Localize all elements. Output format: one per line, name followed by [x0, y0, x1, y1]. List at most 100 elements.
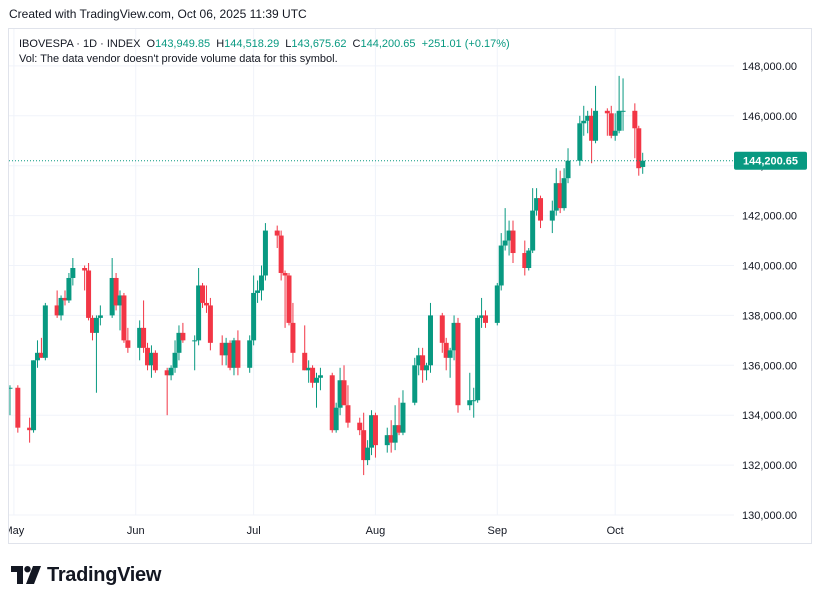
change-value: +251.01 (+0.17%): [421, 38, 510, 50]
candle-body-down: [538, 198, 544, 221]
candle-body-up: [416, 355, 422, 366]
candle-body-up: [93, 317, 99, 333]
candle-body-down: [357, 422, 363, 431]
candle-body-up: [251, 292, 257, 341]
candle-body-down: [589, 115, 595, 141]
candle-body-down: [203, 302, 209, 306]
low-value: 143,675.62: [291, 38, 347, 50]
x-tick-label: Jun: [127, 525, 145, 537]
candle-body-down: [604, 110, 610, 114]
candle-body-up: [640, 160, 646, 167]
candle-body-down: [200, 285, 206, 303]
close-value: 144,200.65: [360, 38, 416, 50]
x-tick-label: Aug: [366, 525, 386, 537]
candle-body-down: [54, 305, 60, 316]
candle-body-up: [392, 425, 398, 443]
candle-body-down: [388, 435, 394, 443]
candle-body-down: [164, 370, 170, 376]
last-price-label: 144,200.65: [743, 156, 798, 168]
candle-body-up: [494, 285, 500, 323]
symbol-label: IBOVESPA · 1D · INDEX: [19, 38, 141, 50]
candle-body-up: [412, 365, 418, 403]
candle-body-up: [58, 297, 64, 316]
candlestick-chart[interactable]: 130,000.00 132,000.00 134,000.00 136,000.00…: [9, 29, 812, 544]
candle-body-down: [341, 380, 347, 406]
candle-body-up: [565, 160, 571, 179]
candle-body-up: [262, 230, 268, 276]
candle-body-up: [479, 315, 485, 318]
candle-body-up: [317, 375, 323, 378]
y-tick-label: 140,000.00: [742, 261, 797, 273]
candle-body-up: [369, 415, 375, 448]
candle-body-down: [608, 113, 614, 136]
candle-body-down: [86, 270, 92, 318]
candle-body-up: [117, 295, 123, 306]
candle-body-up: [314, 377, 320, 383]
low-label: L: [285, 38, 292, 50]
candle-body-down: [286, 275, 292, 323]
candle-body-down: [636, 128, 642, 169]
candle-body-down: [290, 322, 296, 353]
candle-body-down: [152, 352, 158, 371]
candle-body-down: [557, 183, 563, 209]
candle-body-up: [148, 352, 154, 366]
y-tick-label: 138,000.00: [742, 310, 797, 322]
candle-body-down: [90, 317, 95, 333]
candle-body-up: [137, 327, 143, 348]
chart-panel[interactable]: 130,000.00 132,000.00 134,000.00 136,000.00…: [8, 28, 812, 544]
candle-body-down: [207, 305, 213, 343]
candle-body-down: [345, 405, 351, 423]
candle-body-up: [467, 400, 473, 406]
candle-body-up: [502, 240, 508, 246]
candle-body-down: [396, 425, 402, 433]
candle-body-up: [34, 352, 40, 361]
candle-body-down: [180, 332, 186, 341]
volume-note: Vol: The data vendor doesn't provide vol…: [19, 53, 338, 65]
high-value: 144,518.29: [224, 38, 280, 50]
brand-wordmark: TradingView: [47, 563, 162, 586]
candle-body-down: [420, 355, 426, 371]
candle-body-down: [522, 253, 528, 268]
candle-body-up: [549, 210, 555, 221]
candle-body-up: [231, 340, 237, 368]
candle-body-up: [427, 315, 433, 366]
candle-body-down: [443, 342, 449, 358]
candle-body-down: [282, 272, 288, 276]
y-tick-label: 142,000.00: [742, 211, 797, 223]
open-label: O: [146, 38, 156, 50]
candle-body-up: [553, 183, 559, 211]
candle-body-up: [70, 267, 76, 278]
candle-body-up: [97, 315, 103, 318]
candle-body-down: [632, 110, 638, 129]
x-tick-label: Oct: [607, 525, 624, 537]
tradingview-brand[interactable]: TradingView: [11, 562, 161, 588]
tradingview-logo-icon: [11, 566, 41, 584]
candle-body-up: [223, 342, 229, 356]
candle-body-down: [227, 342, 233, 368]
ohlc-line: IBOVESPA · 1D · INDEX O143,949.85 H144,5…: [19, 37, 510, 52]
candle-body-down: [329, 375, 335, 431]
candle-body-up: [66, 277, 72, 301]
last-price-badge: [734, 151, 807, 170]
candle-body-down: [361, 430, 367, 461]
candle-body-up: [247, 340, 253, 368]
candle-body-up: [530, 210, 536, 251]
candle-body-up: [9, 387, 13, 389]
candle-body-up: [616, 110, 622, 131]
candle-body-up: [196, 285, 202, 341]
x-tick-label: Sep: [488, 525, 508, 537]
candle-body-up: [471, 400, 477, 402]
candle-body-up: [172, 352, 178, 368]
candle-body-up: [534, 198, 540, 211]
candle-body-up: [475, 317, 481, 401]
candle-body-up: [42, 305, 48, 358]
candle-body-up: [365, 447, 371, 461]
created-with-line: Created with TradingView.com, Oct 06, 20…: [9, 7, 307, 21]
candle-body-up: [451, 322, 457, 351]
candle-body-down: [82, 267, 88, 271]
candle-body-up: [258, 275, 264, 291]
candle-body-down: [121, 295, 127, 341]
candle-body-down: [510, 230, 516, 254]
candle-body-up: [561, 178, 567, 209]
candle-body-up: [400, 402, 406, 433]
